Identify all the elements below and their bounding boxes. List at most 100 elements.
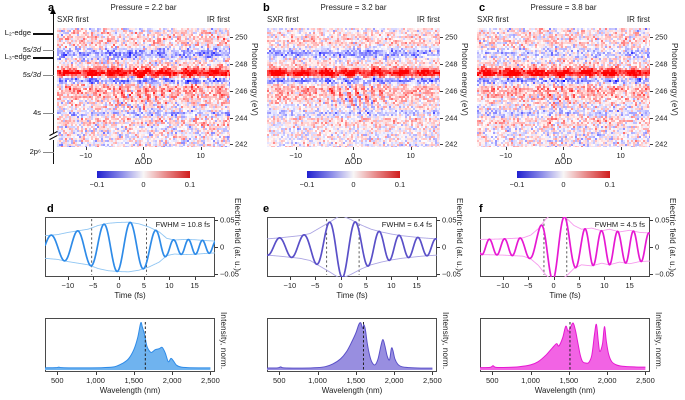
field-x-tick-label: −10 [61,281,75,290]
heatmap-y-tick-label: 244 [445,113,458,123]
field-x-tick [502,277,504,280]
heatmap-x-tick-label: 0 [351,151,356,160]
heatmap-x-tick [353,147,355,150]
field-plot-frame-e [267,217,437,277]
heatmap-y-tick [440,144,443,146]
heatmap-y-tick-label: 250 [655,32,668,42]
field-y-tick [215,247,218,248]
heatmap-y-tick-label: 242 [655,139,668,149]
field-x-tick [604,277,606,280]
field-y-tick-label: 0.05 [220,215,235,225]
energy-axis-line [53,14,55,164]
energy-level-label: L₂-edge [4,28,31,37]
spectrum-x-tick-label: 2,000 [162,376,182,385]
heatmap-y-tick [230,64,233,66]
spectrum-x-tick-label: 500 [485,376,499,385]
energy-level-tick [43,50,54,52]
field-x-tick-label: 15 [412,281,421,290]
field-y-tick [650,220,653,222]
spectrum-x-tick [432,372,434,375]
spectrum-x-tick-label: 1,500 [346,376,366,385]
heatmap-x-tick-label: −10 [499,151,513,160]
heatmap-y-tick-label: 242 [235,139,248,149]
spectrum-x-tick [645,372,647,375]
field-plot-frame-d [45,217,215,277]
energy-axis-arrow-icon [50,8,56,14]
field-x-tick [578,277,580,280]
energy-level-label: L₃-edge [4,52,31,61]
wavelength-axis-label-f: Wavelength (nm) [534,386,596,395]
panel-letter-b: b [263,2,270,14]
energy-level-tick [33,33,54,35]
time-axis-label-f: Time (fs) [549,291,581,300]
heatmap-x-tick-label: 0 [141,151,146,160]
field-x-tick [289,277,291,280]
pressure-label-c: Pressure = 3.8 bar [530,3,597,12]
photon-energy-axis-label-b: Photon energy (eV) [460,43,469,116]
spectrum-x-tick [210,372,212,375]
spectrum-x-tick-label: 2,000 [597,376,617,385]
energy-level-tick [33,57,54,59]
spectrum-frame-f [480,318,650,372]
heatmap-x-tick-label: −10 [289,151,303,160]
heatmap-y-tick [230,144,233,146]
heatmap-x-tick [505,147,507,150]
field-y-tick [437,220,440,222]
pressure-label-b: Pressure = 3.2 bar [320,3,387,12]
wavelength-axis-label-e: Wavelength (nm) [321,386,383,395]
time-axis-label-e: Time (fs) [336,291,368,300]
energy-level-label: 4s [33,108,41,117]
colorbar-title-b: ΔOD [344,157,363,166]
colorbar-tick-label: 0.1 [394,180,406,189]
field-x-tick-label: 10 [165,281,174,290]
heatmap-x-tick-label: 10 [196,151,205,160]
heatmap-x-tick [143,147,145,150]
field-x-tick [416,277,418,280]
field-x-tick [340,277,342,280]
field-y-tick [650,273,653,275]
fwhm-label-e: FWHM = 6.4 fs [381,220,432,229]
field-x-tick-label: 15 [190,281,199,290]
heatmap-y-tick [650,37,653,39]
colorbar-c [517,171,610,178]
time-axis-label-d: Time (fs) [114,291,146,300]
field-y-tick-label: 0.05 [442,215,457,225]
heatmap-x-tick [85,147,87,150]
heatmap-y-tick [650,64,653,66]
heatmap-x-tick-label: −10 [79,151,93,160]
field-x-tick-label: −5 [88,281,98,290]
spectrum-x-tick-label: 1,500 [559,376,579,385]
heatmap-y-tick-label: 248 [235,59,248,69]
field-x-tick-label: 10 [387,281,396,290]
sxr-first-label-a: SXR first [57,15,89,24]
field-x-tick-label: −10 [496,281,510,290]
electric-field-plot-d [45,219,215,275]
heatmap-y-tick [440,117,443,119]
spectrum-x-tick-label: 1,000 [308,376,327,385]
ir-first-label-b: IR first [416,15,440,24]
field-x-tick [118,277,120,280]
photon-energy-axis-label-c: Photon energy (eV) [670,43,679,116]
field-x-tick-label: −10 [283,281,297,290]
energy-level-tick [43,113,54,115]
heatmap-x-tick [410,147,412,150]
field-x-tick [315,277,317,280]
field-x-tick-label: 5 [576,281,582,290]
spectrum-x-tick [568,372,570,375]
spectrum-frame-d [45,318,215,372]
spectrum-x-tick-label: 500 [272,376,286,385]
field-x-tick [391,277,393,280]
delta-od-heatmap-b [267,28,440,147]
spectrum-x-tick-label: 500 [50,376,64,385]
panel-letter-d: d [47,203,54,215]
heatmap-y-tick-label: 248 [655,59,668,69]
sxr-first-label-b: SXR first [267,15,299,24]
spectrum-x-tick [133,372,135,375]
field-x-tick [553,277,555,280]
heatmap-y-tick-label: 246 [445,86,458,96]
electric-field-plot-f [480,217,650,277]
field-x-tick-label: 0 [116,281,121,290]
heatmap-x-tick [620,147,622,150]
field-y-tick [437,273,440,275]
